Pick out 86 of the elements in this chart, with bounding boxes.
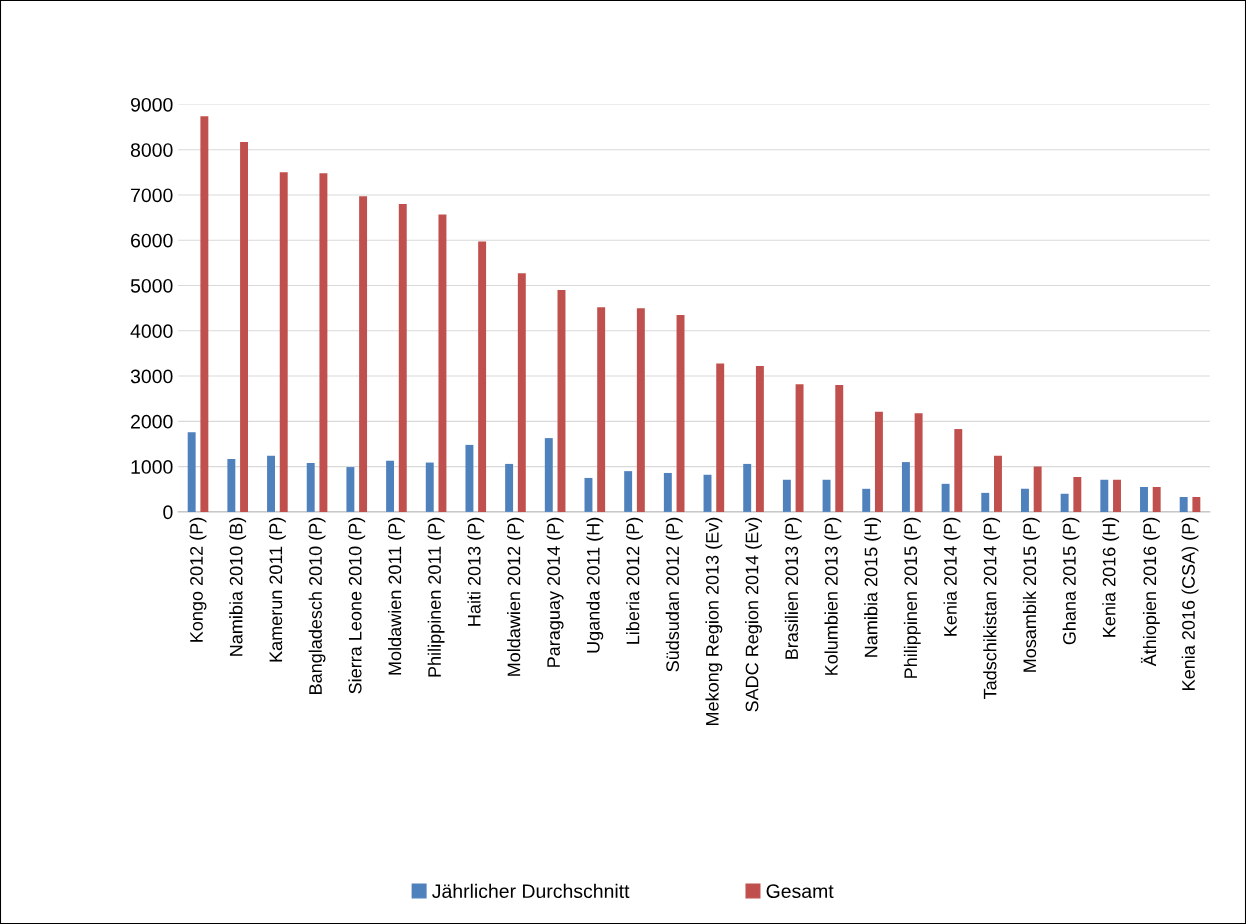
bar — [981, 492, 990, 512]
x-tick-label: Philippinen 2011 (P) — [427, 517, 445, 677]
y-tick-label: 0 — [163, 505, 173, 520]
bar — [1033, 466, 1042, 512]
x-tick-label: Haiti 2013 (P) — [467, 517, 485, 626]
bar — [1179, 496, 1188, 512]
x-tick-label: Kenia 2014 (P) — [943, 517, 961, 636]
bar — [1020, 488, 1029, 512]
bar — [636, 308, 645, 512]
bar — [279, 172, 288, 512]
bar — [716, 363, 725, 512]
x-tick-label: Kenia 2016 (H) — [1102, 517, 1120, 637]
x-tick-label: Namibia 2015 (H) — [864, 517, 881, 657]
bar — [874, 411, 883, 512]
bar — [517, 273, 526, 512]
bar — [544, 438, 553, 512]
bar — [862, 488, 871, 512]
bar — [743, 463, 752, 512]
bar — [795, 384, 804, 512]
bar — [822, 479, 831, 512]
bar — [1140, 486, 1148, 512]
bar — [1152, 486, 1161, 512]
bar — [1100, 479, 1109, 512]
bar — [346, 467, 355, 512]
bar — [1073, 477, 1082, 512]
x-tick-label: Mosambik 2015 (P) — [1022, 517, 1040, 672]
bar — [1060, 493, 1069, 512]
bar — [227, 458, 236, 512]
bar — [438, 214, 447, 512]
bar — [597, 307, 606, 512]
x-tick-label: Äthiopien 2016 (P) — [1140, 517, 1160, 667]
x-tick-label: Kenia 2016 (CSA) (P) — [1181, 517, 1199, 690]
x-tick-label: Bangladesch 2010 (P) — [308, 517, 326, 694]
bar — [1113, 479, 1121, 512]
legend-label: Jährlicher Durchschnitt — [432, 883, 630, 899]
bar — [240, 141, 249, 512]
x-tick-label: Philippinen 2015 (P) — [903, 517, 921, 678]
x-tick-label: Tadschikistan 2014 (P) — [983, 517, 1001, 699]
x-tick-label: Liberia 2012 (P) — [626, 517, 643, 644]
y-tick-label: 7000 — [131, 188, 173, 203]
x-tick-label: Südsudan 2012 (P) — [665, 517, 683, 672]
y-tick-label: 9000 — [130, 97, 173, 112]
bar — [359, 196, 368, 512]
y-tick-label: 1000 — [131, 460, 173, 474]
x-tick-label: Namibia 2010 (B) — [229, 517, 247, 656]
bar — [465, 444, 474, 512]
bar — [782, 479, 791, 512]
bar — [200, 116, 209, 512]
bar — [663, 472, 672, 512]
bar — [425, 462, 434, 512]
bar — [187, 432, 196, 512]
x-tick-label: Sierra Leone 2010 (P) — [348, 517, 366, 694]
bar — [941, 483, 950, 512]
legend-label: Gesamt — [766, 884, 834, 899]
x-tick-label: Mekong Region 2013 (Ev) — [705, 517, 723, 726]
x-tick-label: Brasilien 2013 (P) — [784, 517, 802, 659]
x-tick-label: Ghana 2015 (P) — [1062, 517, 1080, 645]
y-tick-label: 6000 — [131, 233, 173, 248]
bar — [398, 204, 407, 512]
y-tick-label: 2000 — [131, 414, 173, 429]
y-tick-label: 5000 — [130, 278, 173, 293]
x-tick-label: Paraguay 2014 (P) — [546, 517, 564, 667]
bar — [319, 173, 328, 512]
bar — [755, 366, 764, 512]
x-tick-label: Kamerun 2011 (P) — [268, 517, 286, 662]
x-tick-label: Moldawien 2012 (P) — [507, 517, 524, 676]
bar — [505, 463, 514, 512]
bar — [835, 385, 844, 512]
bar — [954, 429, 963, 512]
bar — [267, 455, 275, 512]
y-tick-label: 4000 — [130, 324, 173, 339]
bar — [478, 241, 487, 512]
y-tick-label: 8000 — [130, 143, 173, 157]
bar — [624, 471, 633, 512]
bar — [994, 455, 1002, 512]
bar — [901, 462, 910, 512]
y-tick-label: 3000 — [130, 369, 173, 384]
bar — [914, 413, 923, 512]
x-tick-label: Kolumbien 2013 (P) — [824, 517, 842, 675]
x-tick-label: Moldawien 2011 (P) — [388, 517, 405, 675]
x-tick-label: SADC Region 2014 (Ev) — [745, 517, 762, 712]
x-tick-label: Kongo 2012 (P) — [189, 517, 207, 642]
bar — [306, 463, 315, 512]
bar — [386, 460, 395, 512]
x-tick-label: Uganda 2011 (H) — [586, 517, 604, 653]
bar — [1192, 496, 1201, 512]
